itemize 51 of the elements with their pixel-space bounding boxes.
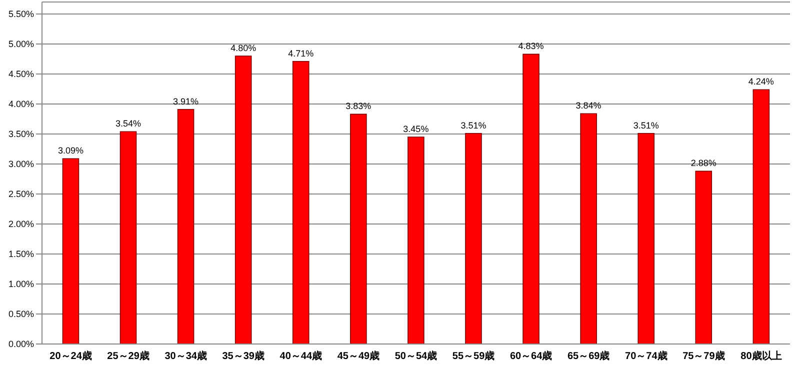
x-tick-label: 40～44歳 <box>280 350 322 362</box>
y-tick-label: 4.50% <box>8 69 34 80</box>
x-tick-label: 50～54歳 <box>394 350 438 362</box>
x-tick-label: 30～34歳 <box>164 350 207 362</box>
x-tick-label: 55～59歳 <box>452 350 495 362</box>
data-label: 4.71% <box>288 48 314 58</box>
bar <box>120 131 137 344</box>
y-tick-label: 0.00% <box>8 339 34 350</box>
x-tick-label: 20～24歳 <box>50 350 92 362</box>
x-tick-label: 60～64歳 <box>510 350 552 362</box>
data-label: 4.24% <box>748 76 774 87</box>
y-tick-label: 0.50% <box>8 309 34 320</box>
data-label: 3.54% <box>115 118 142 129</box>
bar <box>522 54 540 344</box>
data-label: 3.45% <box>403 124 429 134</box>
y-tick-label: 1.50% <box>8 249 34 260</box>
data-label: 4.83% <box>518 41 544 52</box>
data-label: 3.51% <box>460 120 486 130</box>
bar <box>177 109 194 344</box>
x-tick-label: 45～49歳 <box>337 350 380 362</box>
y-tick-label: 1.00% <box>8 279 34 290</box>
data-label: 3.84% <box>576 100 602 111</box>
bar <box>580 113 597 344</box>
data-label: 4.80% <box>230 43 256 53</box>
bar <box>695 170 712 344</box>
y-tick-label: 3.00% <box>8 159 34 170</box>
bar <box>350 114 367 344</box>
bar <box>465 133 482 344</box>
y-tick-label: 2.50% <box>8 189 34 200</box>
bar <box>234 56 252 344</box>
data-label: 3.83% <box>346 101 372 112</box>
y-tick-label: 2.00% <box>8 219 34 230</box>
bar <box>62 158 80 344</box>
y-tick-label: 4.00% <box>8 99 34 110</box>
data-label: 3.91% <box>173 96 199 106</box>
x-tick-label: 75～79歳 <box>682 350 725 362</box>
bar <box>408 136 424 344</box>
x-tick-label: 25～29歳 <box>107 350 150 362</box>
x-tick-label: 70～74歳 <box>625 350 668 362</box>
y-tick-label: 3.50% <box>8 129 34 140</box>
x-tick-label: 35～39歳 <box>222 350 265 362</box>
bar <box>752 89 770 344</box>
x-tick-label: 65～69歳 <box>567 350 610 362</box>
data-label: 3.09% <box>58 146 84 156</box>
x-tick-label: 80歳以上 <box>740 350 782 362</box>
y-tick-label: 5.50% <box>8 9 34 20</box>
y-tick-label: 5.00% <box>8 39 34 50</box>
data-label: 2.88% <box>690 158 716 168</box>
bar <box>638 133 654 344</box>
data-label: 3.51% <box>633 120 659 130</box>
bar <box>292 61 310 344</box>
